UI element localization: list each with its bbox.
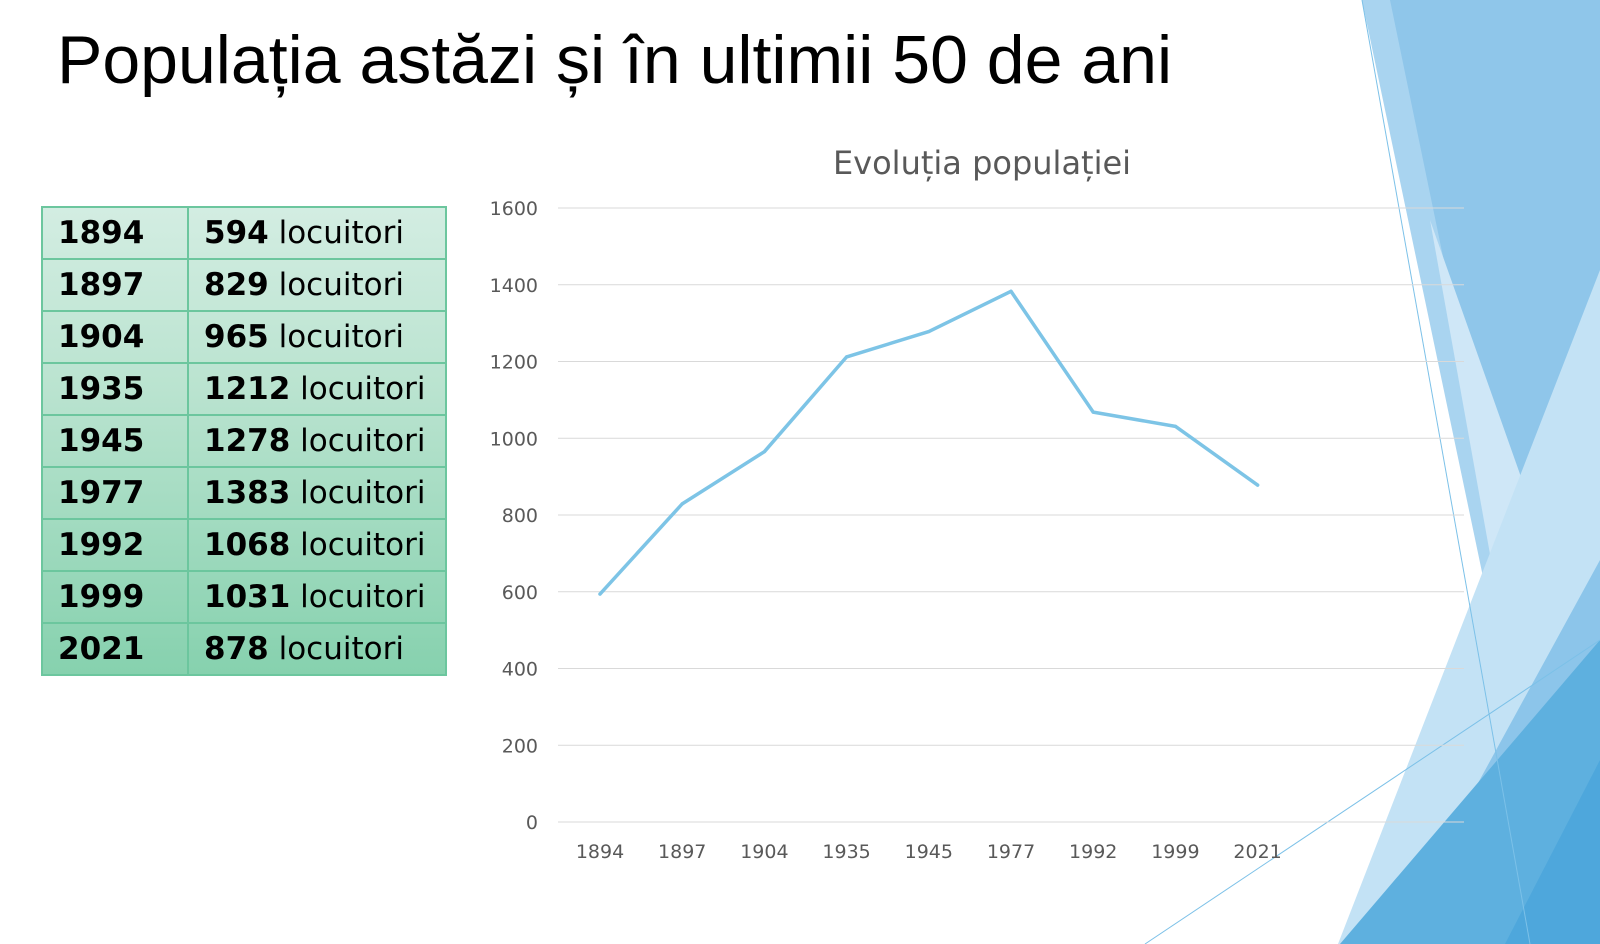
population-cell: 1383 locuitori (187, 466, 447, 520)
population-cell: 878 locuitori (187, 622, 447, 676)
population-value: 829 (204, 267, 269, 303)
population-value: 1383 (204, 475, 291, 511)
data-point (598, 592, 602, 596)
chart-title: Evoluția populației (833, 144, 1131, 182)
x-tick-label: 2021 (1233, 841, 1281, 863)
slide-title: Populația astăzi și în ultimii 50 de ani (57, 22, 1173, 98)
population-cell: 965 locuitori (187, 310, 447, 364)
data-point (927, 329, 931, 334)
population-cell: 829 locuitori (187, 258, 447, 312)
x-tick-label: 1945 (905, 841, 953, 863)
y-tick-label: 400 (502, 659, 538, 681)
population-value: 1068 (204, 527, 291, 563)
population-unit: locuitori (300, 371, 426, 407)
population-cell: 594 locuitori (187, 206, 447, 260)
population-value: 1031 (204, 579, 291, 615)
y-tick-label: 200 (502, 735, 538, 757)
population-value: 1278 (204, 423, 291, 459)
x-tick-label: 1999 (1151, 841, 1199, 863)
data-point (1173, 424, 1177, 428)
population-value: 1212 (204, 371, 291, 407)
year-cell: 1977 (41, 466, 189, 520)
year-cell: 2021 (41, 622, 189, 676)
year-cell: 1992 (41, 518, 189, 572)
population-cell: 1278 locuitori (187, 414, 447, 468)
data-point (762, 450, 766, 454)
table-row: 1904 965 locuitori (41, 310, 447, 364)
table-row: 1897 829 locuitori (41, 258, 447, 312)
x-tick-label: 1977 (987, 841, 1035, 863)
data-point (1009, 289, 1013, 293)
y-tick-label: 600 (502, 582, 538, 604)
series-line (598, 289, 1260, 596)
population-unit: locuitori (300, 475, 426, 511)
year-cell: 1945 (41, 414, 189, 468)
y-tick-label: 1000 (490, 428, 538, 450)
table-row: 2021 878 locuitori (41, 622, 447, 676)
data-point (680, 502, 684, 506)
y-tick-label: 1200 (490, 352, 538, 374)
year-cell: 1894 (41, 206, 189, 260)
population-unit: locuitori (278, 267, 404, 303)
table-row: 1935 1212 locuitori (41, 362, 447, 416)
table-row: 1977 1383 locuitori (41, 466, 447, 520)
population-cell: 1212 locuitori (187, 362, 447, 416)
population-value: 878 (204, 631, 269, 667)
population-unit: locuitori (300, 579, 426, 615)
population-cell: 1031 locuitori (187, 570, 447, 624)
population-unit: locuitori (278, 631, 404, 667)
population-unit: locuitori (300, 423, 426, 459)
x-tick-label: 1904 (740, 841, 788, 863)
population-value: 965 (204, 319, 269, 355)
table-row: 1999 1031 locuitori (41, 570, 447, 624)
population-cell: 1068 locuitori (187, 518, 447, 572)
year-cell: 1897 (41, 258, 189, 312)
data-point (845, 355, 849, 359)
table-row: 1894 594 locuitori (41, 206, 447, 260)
population-line-chart: Evoluția populației 0 200 400 600 800 1000 1200… (490, 144, 1464, 863)
population-table-body: 1894 594 locuitori 1897 829 locuitori 1904 96… (41, 206, 447, 676)
y-tick-label: 1600 (490, 198, 538, 220)
y-tick-label: 0 (526, 812, 538, 834)
y-tick-label: 800 (502, 505, 538, 527)
year-cell: 1935 (41, 362, 189, 416)
x-tick-label: 1992 (1069, 841, 1117, 863)
population-unit: locuitori (278, 319, 404, 355)
data-point (1256, 483, 1260, 487)
population-unit: locuitori (300, 527, 426, 563)
year-cell: 1904 (41, 310, 189, 364)
population-table: 1894 594 locuitori 1897 829 locuitori 1904 96… (41, 206, 447, 676)
x-tick-label: 1897 (658, 841, 706, 863)
x-tick-label: 1894 (576, 841, 624, 863)
population-unit: locuitori (278, 215, 404, 251)
data-point (1091, 410, 1095, 414)
x-tick-label: 1935 (822, 841, 870, 863)
y-tick-label: 1400 (490, 275, 538, 297)
year-cell: 1999 (41, 570, 189, 624)
table-row: 1992 1068 locuitori (41, 518, 447, 572)
population-value: 594 (204, 215, 269, 251)
table-row: 1945 1278 locuitori (41, 414, 447, 468)
